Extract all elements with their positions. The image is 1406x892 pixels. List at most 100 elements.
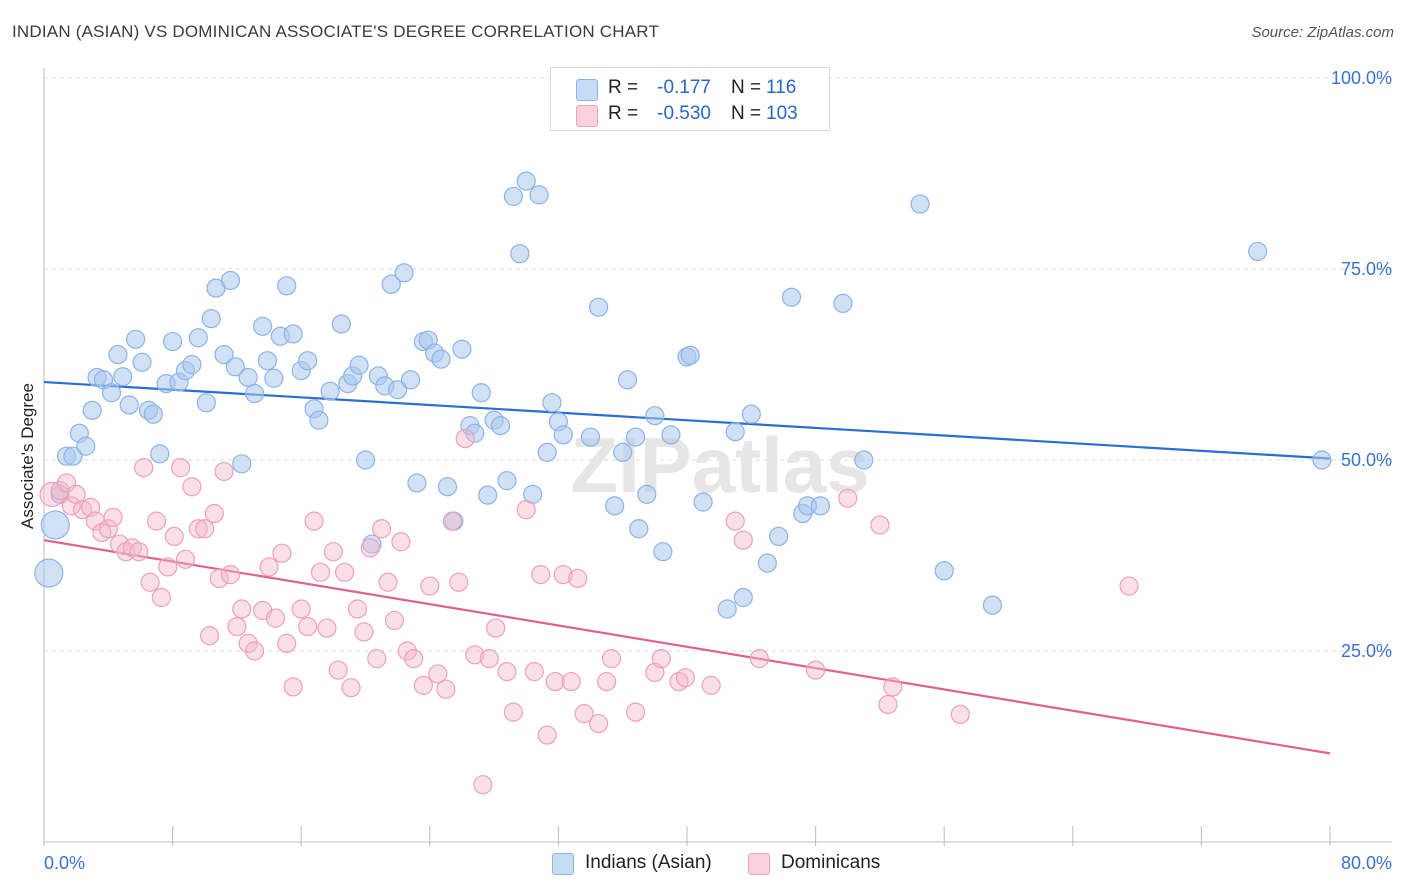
point-indian [452,339,472,359]
point-dominican [601,649,622,669]
point-dominican [625,702,646,722]
point-indian [201,309,221,329]
point-dominican [244,641,265,661]
point-dominican [188,519,208,539]
point-dominican [725,511,745,531]
point-dominican [335,562,355,582]
point-indian [238,367,258,388]
legend-n-label: N = [731,77,762,98]
legend-r-value: -0.177 [657,77,711,98]
y-tick-label: 75.0% [1341,259,1392,279]
point-dominican [503,702,523,722]
data-points [34,171,1332,795]
legend-swatch-dominicans [576,105,598,127]
point-indian [143,404,163,424]
point-indian [320,381,340,401]
point-indian [298,351,318,371]
point-dominican [404,649,424,669]
point-indian [471,383,491,403]
point-indian [63,446,83,466]
point-indian [150,444,170,464]
point-indian [717,599,737,619]
point-dominican [597,671,617,692]
point-dominican [238,633,258,653]
watermark: ZIPatlas [570,421,869,509]
point-indian [1248,241,1268,262]
point-dominican [354,622,374,642]
point-indian [503,186,523,207]
point-indian [497,471,517,491]
point-indian [605,496,625,516]
point-indian [637,484,657,504]
point-indian [431,349,451,369]
point-indian [478,485,498,505]
point-indian [277,276,297,296]
point-indian [1312,450,1332,470]
point-dominican [232,599,252,619]
point-dominican [140,572,160,592]
legend-n-value: 103 [766,103,798,124]
x-tick-label: 0.0% [44,853,85,873]
point-indian [741,404,761,424]
point-indian [542,393,562,413]
point-dominican [870,515,890,535]
point-indian [163,331,183,352]
point-dominican [568,568,588,589]
point-dominican [545,671,565,692]
point-indian [516,171,536,191]
point-indian [196,393,216,413]
legend-label-dominicans: Dominicans [781,852,881,873]
point-dominican [103,507,123,527]
chart-title: INDIAN (ASIAN) VS DOMINICAN ASSOCIATE'S … [12,22,660,41]
point-indian [132,352,152,372]
point-dominican [283,677,303,697]
point-indian [34,558,64,588]
legend-n-label: N = [731,103,762,124]
point-dominican [227,616,247,637]
point-dominican [516,500,536,520]
point-dominican [588,713,609,734]
point-indian [529,185,549,205]
legend-r-value: -0.530 [657,103,711,124]
point-dominican [675,668,695,688]
point-dominican [328,660,348,680]
point-dominican [486,618,506,638]
legend-swatch-dominicans [748,853,770,875]
y-axis-label: Associate's Degree [18,383,37,529]
point-indian [101,383,122,403]
point-dominican [524,662,544,682]
point-indian [188,328,208,348]
point-indian [934,561,954,581]
point-indian [119,395,139,415]
point-dominican [436,679,456,699]
legend-r-label: R = [608,103,639,124]
point-dominican [146,511,167,531]
point-dominican [109,534,130,554]
point-dominican [209,568,229,589]
point-indian [580,427,601,447]
point-dominican [553,564,573,585]
x-tick-label: 80.0% [1341,853,1392,873]
point-indian [490,416,511,436]
y-tick-label: 50.0% [1341,450,1392,470]
point-dominican [1119,576,1139,596]
point-dominican [531,564,551,585]
point-indian [220,270,241,291]
point-dominican [384,610,405,631]
point-dominican [442,511,462,531]
point-indian [40,510,70,540]
point-indian [629,519,649,539]
point-dominican [182,477,202,497]
point-dominican [304,511,324,531]
point-dominican [428,664,448,684]
grid [44,77,1392,652]
point-indian [810,496,831,516]
point-indian [680,345,700,365]
point-indian [394,263,414,283]
point-indian [613,442,633,462]
point-indian [733,587,753,608]
point-dominican [129,542,149,562]
y-tick-label: 25.0% [1341,641,1392,661]
point-indian [617,370,638,390]
